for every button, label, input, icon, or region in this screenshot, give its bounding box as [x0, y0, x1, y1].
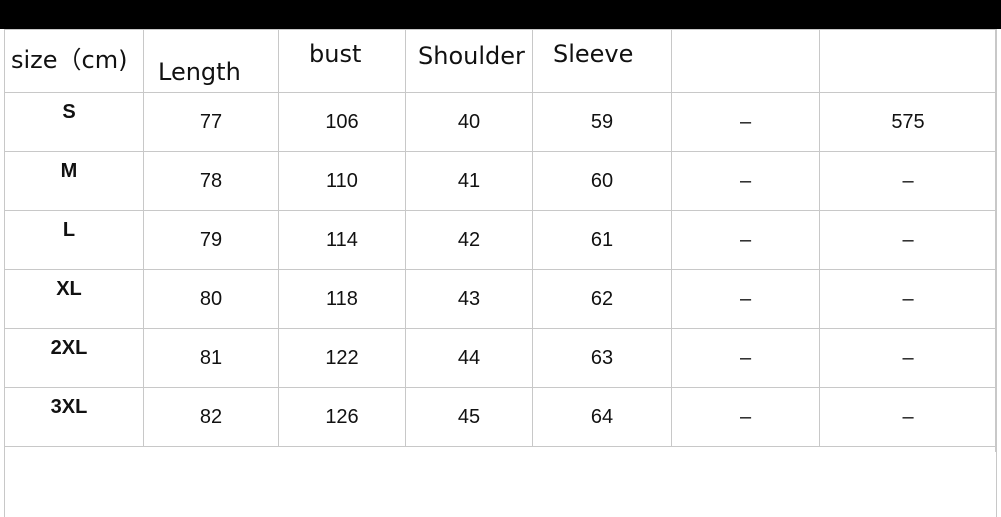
table-row: S 77 106 40 59 – 575 [5, 93, 997, 152]
sleeve-value: 62 [533, 270, 672, 329]
top-black-bar [0, 0, 1001, 29]
sleeve-value: 60 [533, 152, 672, 211]
extra-value-1: – [672, 93, 820, 152]
header-sleeve: Sleeve [533, 30, 672, 93]
header-size: size（cm) [5, 30, 144, 93]
bust-value: 126 [279, 388, 406, 447]
length-value: 81 [144, 329, 279, 388]
sleeve-value: 61 [533, 211, 672, 270]
shoulder-value: 45 [406, 388, 533, 447]
size-label: 2XL [5, 329, 144, 388]
extra-value-1: – [672, 329, 820, 388]
shoulder-value: 41 [406, 152, 533, 211]
shoulder-value: 44 [406, 329, 533, 388]
sleeve-value: 63 [533, 329, 672, 388]
header-length: Length [144, 30, 279, 93]
size-label: XL [5, 270, 144, 329]
table-row: M 78 110 41 60 – – [5, 152, 997, 211]
extra-value-2: – [820, 329, 997, 388]
extra-value-1: – [672, 211, 820, 270]
empty-cell [5, 447, 997, 517]
extra-value-2: – [820, 270, 997, 329]
size-chart-table: size（cm) Length bust Shoulder Sleeve S 7… [4, 29, 997, 517]
bust-value: 118 [279, 270, 406, 329]
extra-value-1: – [672, 152, 820, 211]
header-bust: bust [279, 30, 406, 93]
empty-row [5, 447, 997, 517]
header-extra-1 [672, 30, 820, 93]
length-value: 80 [144, 270, 279, 329]
header-shoulder: Shoulder [406, 30, 533, 93]
table-row: L 79 114 42 61 – – [5, 211, 997, 270]
bust-value: 106 [279, 93, 406, 152]
bust-value: 122 [279, 329, 406, 388]
extra-value-2: – [820, 152, 997, 211]
bust-value: 110 [279, 152, 406, 211]
length-value: 78 [144, 152, 279, 211]
extra-value-2: – [820, 211, 997, 270]
extra-value-2: 575 [820, 93, 997, 152]
shoulder-value: 43 [406, 270, 533, 329]
header-extra-2 [820, 30, 997, 93]
length-value: 79 [144, 211, 279, 270]
sleeve-value: 59 [533, 93, 672, 152]
header-row: size（cm) Length bust Shoulder Sleeve [5, 30, 997, 93]
sleeve-value: 64 [533, 388, 672, 447]
extra-value-1: – [672, 388, 820, 447]
size-label: M [5, 152, 144, 211]
extra-value-1: – [672, 270, 820, 329]
length-value: 82 [144, 388, 279, 447]
shoulder-value: 42 [406, 211, 533, 270]
size-label: L [5, 211, 144, 270]
length-value: 77 [144, 93, 279, 152]
table-row: XL 80 118 43 62 – – [5, 270, 997, 329]
extra-value-2: – [820, 388, 997, 447]
size-label: 3XL [5, 388, 144, 447]
table-row: 3XL 82 126 45 64 – – [5, 388, 997, 447]
shoulder-value: 40 [406, 93, 533, 152]
size-label: S [5, 93, 144, 152]
table-row: 2XL 81 122 44 63 – – [5, 329, 997, 388]
bust-value: 114 [279, 211, 406, 270]
